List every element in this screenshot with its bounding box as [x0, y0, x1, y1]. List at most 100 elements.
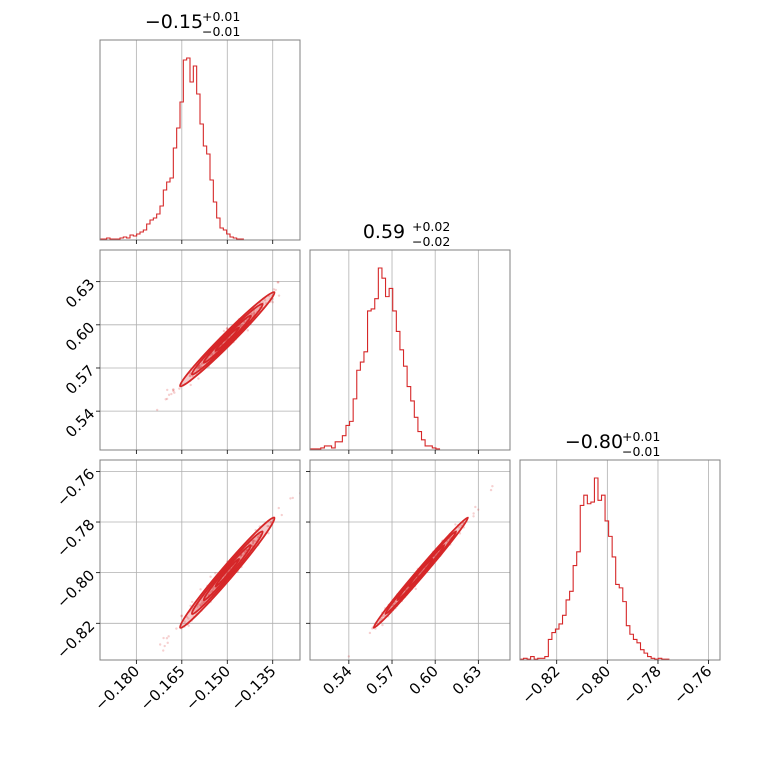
sample-point	[280, 513, 283, 517]
sample-point	[172, 389, 175, 393]
sample-point	[191, 600, 194, 604]
sample-point	[472, 512, 475, 515]
sample-point	[477, 508, 480, 511]
contour-level	[202, 544, 252, 602]
sample-point	[242, 320, 246, 324]
sample-point	[239, 554, 242, 558]
sample-point	[251, 539, 255, 543]
panel-title-minus: −0.01	[622, 444, 660, 459]
x-tick-label: −0.76	[670, 662, 715, 707]
sample-point	[167, 635, 170, 638]
sample-point	[164, 398, 167, 401]
sample-point	[202, 600, 206, 603]
sample-point	[199, 365, 202, 369]
panel-frame	[99, 249, 301, 451]
sample-point	[163, 644, 166, 648]
sample-point	[180, 615, 183, 618]
y-tick-label: 0.57	[62, 362, 98, 398]
sample-point	[188, 374, 192, 378]
y-tick-label: −0.76	[53, 465, 98, 510]
sample-point	[188, 372, 192, 375]
sample-point	[226, 327, 229, 330]
contour-level	[396, 544, 446, 602]
sample-point	[173, 391, 176, 394]
sample-point	[166, 641, 169, 645]
x-tick-label: −0.80	[569, 662, 614, 707]
panel-frame	[309, 459, 511, 661]
scatter-panel-1-2	[96, 249, 301, 454]
sample-point	[162, 649, 165, 652]
sample-point	[252, 540, 255, 543]
sample-point	[209, 575, 212, 578]
y-tick-label: 0.63	[62, 275, 98, 311]
histogram-line	[100, 57, 244, 240]
y-tick-label: 0.60	[62, 318, 98, 354]
contour-level	[202, 314, 252, 364]
sample-point	[214, 572, 217, 575]
sample-point	[165, 637, 169, 640]
x-tick-label: 0.54	[319, 662, 355, 698]
density	[158, 492, 300, 652]
sample-point	[187, 617, 190, 620]
sample-point	[170, 392, 173, 396]
x-tick-label: −0.135	[228, 662, 280, 714]
x-tick-label: 0.60	[406, 662, 442, 698]
sample-point	[199, 604, 202, 607]
hist-panel-3: −0.80+0.01−0.01	[519, 429, 721, 664]
sample-point	[269, 521, 273, 524]
sample-point	[291, 496, 294, 500]
x-tick-label: −0.82	[518, 662, 563, 707]
x-tick-label: −0.180	[91, 662, 143, 714]
contour-level	[384, 530, 458, 615]
density	[347, 484, 494, 658]
sample-point	[257, 536, 260, 539]
sample-point	[276, 281, 279, 284]
sample-point	[474, 505, 477, 509]
sample-point	[263, 299, 267, 302]
sample-point	[267, 532, 270, 535]
sample-point	[270, 521, 273, 524]
panel-title-plus: +0.01	[202, 9, 240, 24]
sample-point	[457, 526, 461, 529]
panel-frame	[99, 39, 301, 241]
sample-point	[198, 603, 202, 606]
sample-point	[252, 311, 256, 315]
sample-point	[274, 288, 277, 292]
sample-point	[200, 362, 204, 365]
contour-level	[214, 326, 240, 352]
sample-point	[289, 497, 292, 500]
panel-title-plus: +0.01	[622, 429, 660, 444]
sample-point	[252, 539, 256, 542]
x-tick-label: −0.150	[182, 662, 234, 714]
sample-point	[178, 387, 181, 390]
sample-point	[472, 515, 475, 518]
panel-title-plus: +0.02	[412, 219, 450, 234]
sample-point	[183, 620, 186, 623]
panel-title-minus: −0.02	[412, 234, 450, 249]
contour-level	[179, 516, 276, 629]
panel-title-value: −0.15	[145, 11, 203, 33]
hist-panel-2: 0.59 +0.02−0.02	[309, 219, 511, 454]
contour-level	[372, 516, 469, 629]
sample-point	[196, 367, 199, 370]
sample-point	[175, 627, 178, 630]
sample-point	[209, 591, 212, 594]
sample-point	[158, 643, 162, 646]
x-tick-label: −0.165	[137, 662, 189, 714]
sample-point	[197, 366, 200, 369]
sample-point	[446, 540, 449, 543]
sample-point	[189, 383, 192, 387]
sample-point	[267, 524, 270, 528]
sample-point	[454, 523, 457, 526]
sample-point	[222, 329, 226, 333]
sample-point	[254, 539, 257, 543]
sample-point	[172, 388, 175, 391]
sample-point	[489, 488, 493, 492]
sample-point	[252, 541, 255, 545]
panel-frame	[99, 459, 301, 661]
y-tick-label: −0.82	[53, 617, 98, 662]
sample-point	[198, 366, 201, 370]
sample-point	[171, 388, 175, 391]
sample-point	[382, 614, 385, 618]
